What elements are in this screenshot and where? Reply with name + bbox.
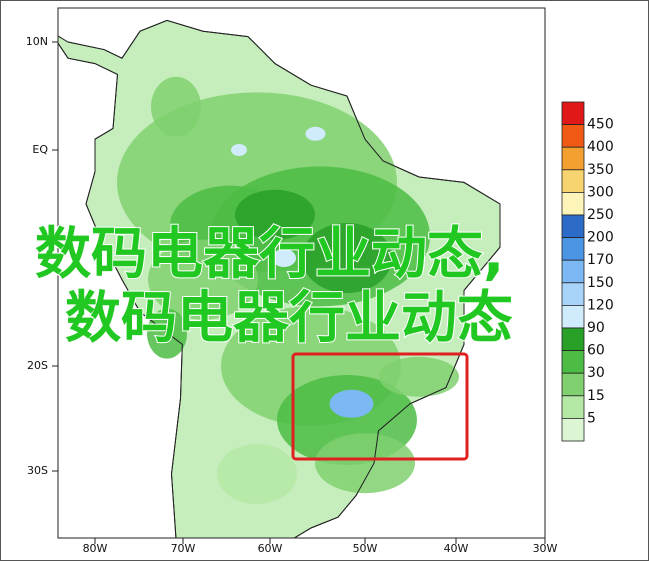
rain-area — [148, 239, 258, 320]
colorbar-label: 250 — [587, 207, 614, 223]
colorbar-box — [561, 146, 585, 171]
colorbar-box — [561, 237, 585, 261]
colorbar-label: 120 — [587, 297, 614, 313]
rain-area — [217, 444, 297, 504]
colorbar-label: 450 — [587, 117, 614, 133]
colorbar-box — [561, 395, 585, 419]
colorbar-box — [561, 350, 585, 374]
colorbar-label: 15 — [587, 388, 605, 404]
lat-label: EQ — [32, 143, 48, 156]
colorbar-box — [561, 282, 585, 306]
colorbar-label: 350 — [587, 162, 614, 178]
colorbar-box — [561, 124, 585, 148]
map-layer — [58, 19, 501, 538]
lon-label: 80W — [83, 542, 108, 555]
overlay-title: 数码电器行业动态, — [35, 222, 504, 287]
coast-line — [58, 19, 501, 538]
colorbar-box — [561, 259, 585, 284]
colorbar-label: 90 — [587, 320, 605, 336]
overlay-title: 数码电器行业动态 — [65, 286, 513, 351]
colorbar-box — [561, 372, 585, 397]
colorbar-label: 300 — [587, 184, 614, 200]
colorbar-box — [561, 417, 585, 442]
lon-label: 60W — [258, 542, 283, 555]
lon-label: 50W — [353, 542, 378, 555]
colorbar-label: 150 — [587, 275, 614, 291]
colorbar-box — [561, 214, 585, 239]
lat-label: 10N — [26, 35, 48, 48]
rain-area — [151, 76, 201, 137]
rain-area — [305, 126, 326, 141]
colorbar-box — [561, 304, 585, 329]
rain-area — [302, 223, 392, 293]
map-border — [57, 7, 546, 539]
lat-label: 20S — [27, 359, 48, 372]
colorbar-label: 5 — [587, 410, 596, 426]
colorbar-label: 200 — [587, 230, 614, 246]
rain-area — [315, 433, 415, 494]
lon-label: 40W — [444, 542, 469, 555]
lon-label: 70W — [171, 542, 196, 555]
colorbar-label: 60 — [587, 343, 605, 359]
colorbar-label: 400 — [587, 139, 614, 155]
rain-area — [379, 356, 459, 397]
colorbar-label: 170 — [587, 252, 614, 268]
highlight-box — [291, 352, 469, 461]
lon-label: 30W — [533, 542, 558, 555]
lat-label: 30S — [27, 464, 48, 477]
rain-area — [272, 249, 296, 267]
colorbar-box — [561, 101, 585, 126]
colorbar-box — [561, 191, 585, 216]
rain-area — [235, 189, 315, 240]
colorbar-box — [561, 327, 585, 352]
colorbar-box — [561, 169, 585, 193]
rain-area — [147, 308, 187, 359]
rain-area — [329, 389, 374, 418]
rain-area — [231, 144, 247, 156]
colorbar-label: 30 — [587, 365, 605, 381]
